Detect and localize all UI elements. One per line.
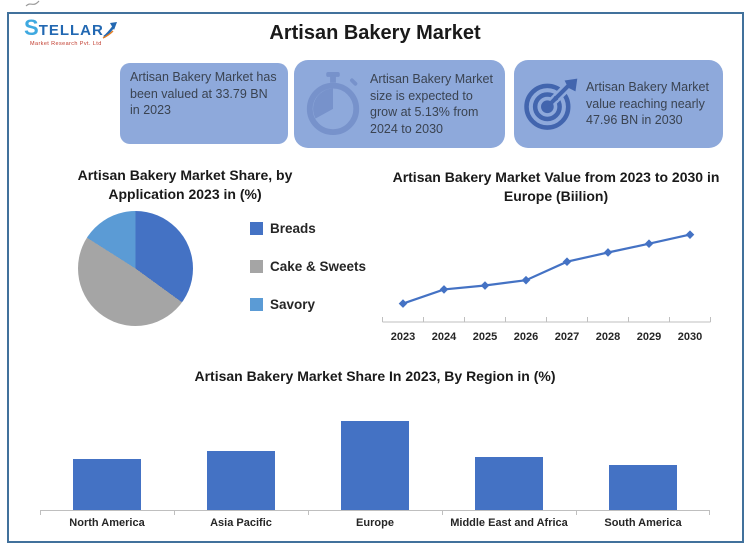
bar <box>341 421 409 510</box>
pie-chart <box>78 211 193 326</box>
logo-arrow-icon <box>102 22 117 39</box>
data-point-marker <box>644 239 654 248</box>
callout-text: Artisan Bakery Market size is expected t… <box>370 72 493 136</box>
bar-category-label: Middle East and Africa <box>450 517 568 529</box>
logo-letter-s: S <box>24 15 39 40</box>
line-series <box>402 233 691 305</box>
axis-tick <box>174 510 175 515</box>
legend-item: Breads <box>250 221 366 236</box>
legend-label: Savory <box>270 297 316 312</box>
bar-chart-x-axis <box>40 510 710 515</box>
page-title: Artisan Bakery Market <box>269 22 481 44</box>
bar-slot <box>576 395 710 510</box>
bar-category-label: Europe <box>356 517 394 529</box>
callout-growth-rate: Artisan Bakery Market size is expected t… <box>294 60 505 148</box>
data-point-marker <box>603 248 613 257</box>
axis-tick <box>308 510 309 515</box>
legend-swatch <box>250 260 263 273</box>
logo-subtext: Market Research Pvt. Ltd <box>30 41 102 47</box>
axis-tick <box>709 510 710 515</box>
bar <box>475 457 543 510</box>
legend-label: Breads <box>270 221 316 236</box>
bar-slot <box>442 395 576 510</box>
legend-label: Cake & Sweets <box>270 259 367 274</box>
pie-chart-title: Artisan Bakery Market Share, by Applicat… <box>77 167 293 202</box>
legend-swatch <box>250 222 263 235</box>
x-axis-label: 2028 <box>596 331 620 343</box>
bar <box>207 451 275 510</box>
x-axis-label: 2025 <box>473 331 497 343</box>
bar-slot <box>40 395 174 510</box>
data-point-marker <box>562 257 572 266</box>
legend-item: Savory <box>250 297 366 312</box>
legend-swatch <box>250 298 263 311</box>
callout-market-value-2023: Artisan Bakery Market has been valued at… <box>120 63 288 144</box>
bar-chart-category-labels: North America Asia Pacific Europe Middle Ea… <box>40 517 710 529</box>
data-point-marker <box>685 230 695 239</box>
legend-item: Cake & Sweets <box>250 259 366 274</box>
bar <box>73 459 141 510</box>
data-point-marker <box>398 299 408 308</box>
axis-tick <box>576 510 577 515</box>
bar <box>609 465 677 510</box>
callout-text: Artisan Bakery Market has been valued at… <box>130 70 277 117</box>
line-chart-title: Artisan Bakery Market Value from 2023 to… <box>392 169 720 204</box>
bar-category-label: South America <box>604 517 682 529</box>
target-icon <box>524 76 578 130</box>
bar-chart-title: Artisan Bakery Market Share In 2023, By … <box>194 368 556 384</box>
axis-tick <box>442 510 443 515</box>
line-chart: 2023 2024 2025 2026 2027 2028 2029 2030 <box>382 230 711 343</box>
data-point-marker <box>521 275 531 285</box>
pie-legend: Breads Cake & Sweets Savory <box>250 221 366 312</box>
stray-cropped-text-mark <box>25 0 40 7</box>
bar-category-label: Asia Pacific <box>210 517 272 529</box>
stellar-logo: S TELLAR Market Research Pvt. Ltd <box>24 17 134 59</box>
stopwatch-icon <box>306 72 360 135</box>
logo-text: TELLAR <box>38 22 104 39</box>
callout-forecast-value: Artisan Bakery Market value reaching nea… <box>514 60 723 148</box>
data-point-marker <box>480 281 490 290</box>
x-axis-label: 2027 <box>555 331 579 343</box>
bar-chart <box>40 395 710 510</box>
axis-tick <box>40 510 41 515</box>
x-axis-label: 2026 <box>514 331 538 343</box>
x-axis-label: 2030 <box>678 331 702 343</box>
callout-text: Artisan Bakery Market value reaching nea… <box>586 80 709 128</box>
x-axis-label: 2029 <box>637 331 661 343</box>
x-axis-label: 2023 <box>391 331 415 343</box>
data-point-marker <box>439 285 449 294</box>
bar-category-label: North America <box>69 517 145 529</box>
bar-slot <box>308 395 442 510</box>
bar-slot <box>174 395 308 510</box>
x-axis-label: 2024 <box>432 331 457 343</box>
